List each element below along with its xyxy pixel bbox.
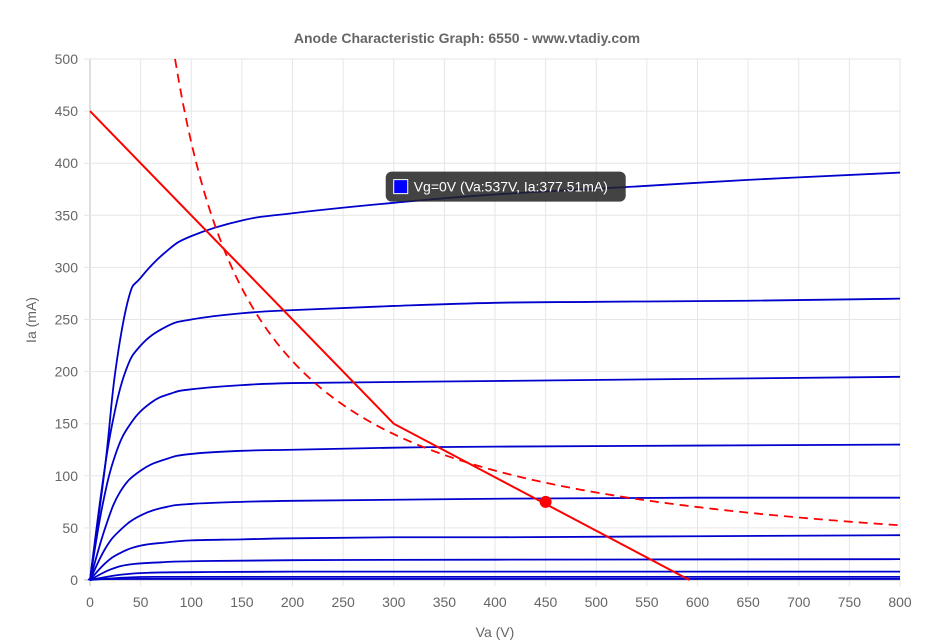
y-tick-label: 300	[55, 259, 79, 275]
x-tick-label: 250	[331, 594, 355, 610]
grid	[84, 58, 901, 586]
tooltip: Vg=0V (Va:537V, Ia:377.51mA)	[385, 171, 626, 202]
load-line	[89, 110, 690, 581]
x-tick-label: 800	[888, 594, 912, 610]
plate-curve	[89, 297, 901, 581]
x-axis-ticks: 0 50 100 150 200 250 300 350 400 450 500 550 600 650 7…	[86, 594, 912, 610]
x-tick-label: 50	[133, 594, 149, 610]
overlays	[89, 58, 901, 581]
chart-title: Anode Characteristic Graph: 6550 - www.v…	[294, 30, 640, 46]
tooltip-label: Vg=0V (Va:537V, Ia:377.51mA)	[414, 179, 608, 195]
plate-curve	[89, 496, 901, 581]
y-tick-label: 0	[70, 572, 78, 588]
operating-point	[539, 495, 552, 508]
tooltip-background	[385, 171, 626, 202]
x-tick-label: 350	[433, 594, 457, 610]
x-tick-label: 700	[787, 594, 811, 610]
x-tick-label: 600	[686, 594, 710, 610]
y-tick-label: 250	[55, 312, 79, 328]
plate-curves	[87, 171, 901, 581]
y-tick-label: 50	[62, 520, 78, 536]
y-axis-ticks: 0 50 100 150 200 250 300 350 400 450 500	[55, 51, 79, 588]
x-axis-label: Va (V)	[476, 624, 515, 640]
y-tick-label: 100	[55, 468, 79, 484]
x-tick-label: 200	[281, 594, 305, 610]
tooltip-swatch	[393, 179, 409, 195]
x-tick-label: 0	[86, 594, 94, 610]
y-axis-label: Ia (mA)	[23, 297, 39, 343]
y-tick-label: 500	[55, 51, 79, 67]
y-tick-label: 400	[55, 155, 79, 171]
x-tick-label: 100	[180, 594, 204, 610]
plate-curve	[89, 570, 900, 581]
dissipation-curve	[174, 58, 901, 527]
plate-curve	[89, 575, 900, 581]
x-tick-label: 650	[736, 594, 760, 610]
plate-curve	[89, 534, 901, 581]
plate-curve	[89, 375, 901, 581]
y-tick-label: 450	[55, 103, 79, 119]
y-tick-label: 350	[55, 207, 79, 223]
x-tick-label: 400	[483, 594, 507, 610]
x-tick-label: 550	[635, 594, 659, 610]
plate-curve	[89, 558, 901, 581]
plate-curve	[89, 171, 901, 581]
x-tick-label: 300	[382, 594, 406, 610]
y-tick-label: 150	[55, 416, 79, 432]
plate-curve	[87, 577, 900, 581]
plate-curve	[89, 443, 901, 581]
y-tick-label: 200	[55, 364, 79, 380]
x-tick-label: 450	[534, 594, 558, 610]
x-tick-label: 500	[585, 594, 609, 610]
x-tick-label: 150	[230, 594, 254, 610]
x-tick-label: 750	[838, 594, 862, 610]
